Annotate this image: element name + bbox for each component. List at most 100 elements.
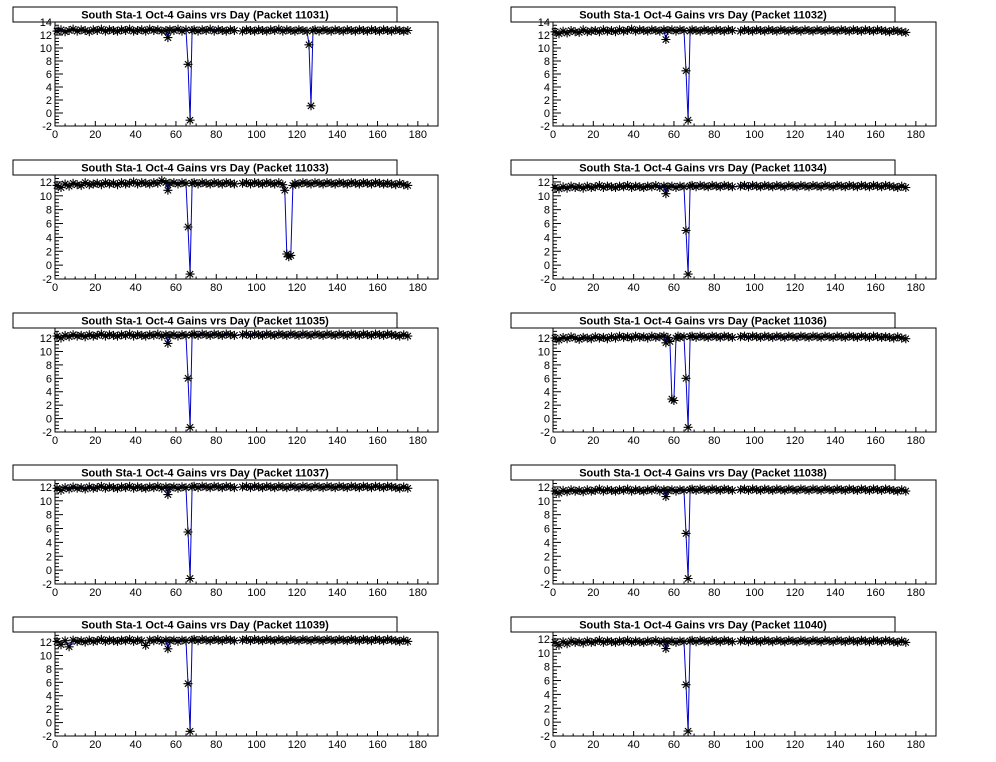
data-point <box>768 485 778 495</box>
data-point <box>52 483 62 493</box>
data-point <box>663 485 673 495</box>
data-point <box>615 331 624 341</box>
x-tick-label: 0 <box>550 129 556 141</box>
data-point <box>643 181 653 191</box>
data-point <box>141 640 151 650</box>
y-tick-label: 6 <box>46 69 52 81</box>
data-point <box>885 332 895 342</box>
y-tick-label: 4 <box>46 537 52 549</box>
data-point <box>270 330 280 340</box>
data-point <box>100 178 110 188</box>
data-point <box>109 636 118 646</box>
data-point <box>379 330 389 340</box>
data-point <box>278 635 288 645</box>
data-point <box>736 636 745 646</box>
data-point <box>242 178 251 188</box>
data-point <box>197 634 207 644</box>
data-point <box>865 26 874 35</box>
data-point <box>169 330 179 340</box>
y-tick-label: 0 <box>46 414 52 426</box>
data-point <box>306 179 316 189</box>
data-point <box>137 25 147 35</box>
data-point <box>885 181 895 191</box>
data-point <box>881 484 891 494</box>
data-point <box>832 180 842 190</box>
y-tick-label: -2 <box>540 731 550 743</box>
data-point <box>703 637 713 647</box>
data-point <box>824 25 834 35</box>
data-point <box>367 179 376 189</box>
data-point <box>193 26 203 36</box>
data-point <box>100 483 110 493</box>
y-tick-label: 4 <box>544 387 550 399</box>
data-point <box>161 26 171 35</box>
data-point <box>121 636 131 646</box>
data-point <box>258 483 268 493</box>
data-point <box>840 182 850 192</box>
data-point <box>161 330 171 340</box>
data-point <box>290 635 300 645</box>
data-point <box>570 333 580 343</box>
data-point <box>254 635 264 645</box>
x-tick-label: 80 <box>708 129 720 141</box>
data-point <box>117 635 126 645</box>
y-tick-label: 10 <box>40 346 52 358</box>
data-point <box>727 26 737 35</box>
data-point <box>221 26 231 36</box>
data-point <box>229 26 239 35</box>
data-point <box>282 330 292 340</box>
x-tick-label: 160 <box>368 587 386 599</box>
data-point <box>104 482 114 492</box>
data-point <box>631 331 641 341</box>
data-point <box>848 25 858 35</box>
data-point <box>558 637 568 647</box>
data-point <box>338 635 348 645</box>
x-tick-label: 120 <box>786 129 804 141</box>
x-tick-label: 20 <box>89 587 101 599</box>
data-point <box>183 527 193 537</box>
y-tick-label: 10 <box>538 43 550 55</box>
chart-panel: South Sta-1 Oct-4 Gains vrs Day (Packet … <box>510 616 937 751</box>
data-point <box>113 331 122 341</box>
data-point <box>238 635 247 645</box>
data-point <box>844 180 854 190</box>
data-point <box>225 25 235 35</box>
data-point <box>104 635 114 645</box>
data-point <box>607 332 616 342</box>
data-point <box>64 332 74 342</box>
y-tick-label: -2 <box>540 121 550 133</box>
data-point <box>217 636 227 646</box>
data-point <box>308 26 318 35</box>
x-tick-label: 20 <box>587 282 599 294</box>
x-tick-label: 180 <box>907 435 925 447</box>
data-point <box>554 335 564 345</box>
data-point <box>153 634 163 644</box>
data-point <box>681 528 691 538</box>
data-point <box>145 482 155 492</box>
data-point <box>201 482 211 492</box>
data-point <box>80 26 90 35</box>
data-point <box>550 486 560 496</box>
data-point <box>338 26 348 36</box>
data-point <box>784 331 794 341</box>
data-point <box>687 635 697 645</box>
data-point <box>590 637 600 647</box>
data-point <box>149 636 159 646</box>
data-point <box>760 635 770 645</box>
data-point <box>764 25 774 35</box>
data-point <box>367 330 376 340</box>
data-point <box>330 483 340 493</box>
data-point <box>266 178 276 188</box>
x-tick-label: 180 <box>907 129 925 141</box>
data-point <box>113 180 122 190</box>
data-point <box>889 333 899 343</box>
data-point <box>137 178 147 188</box>
data-point <box>772 180 782 190</box>
data-point <box>635 485 645 495</box>
data-point <box>286 634 296 644</box>
data-point <box>391 25 401 35</box>
data-point <box>550 183 560 192</box>
data-point <box>586 637 596 647</box>
data-point <box>665 336 675 346</box>
data-point <box>615 25 624 35</box>
